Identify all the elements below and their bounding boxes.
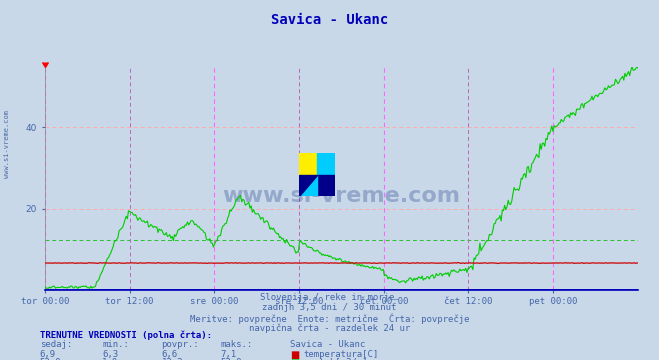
- Text: 6,3: 6,3: [102, 350, 118, 359]
- Text: pretok[m3/s]: pretok[m3/s]: [303, 358, 368, 360]
- Bar: [299, 153, 317, 175]
- Text: 1,0: 1,0: [102, 358, 118, 360]
- Text: zadnjh 3,5 dni / 30 minut: zadnjh 3,5 dni / 30 minut: [262, 303, 397, 312]
- Text: 7,1: 7,1: [221, 350, 237, 359]
- Text: ■: ■: [290, 358, 299, 360]
- Text: 53,0: 53,0: [221, 358, 243, 360]
- Text: temperatura[C]: temperatura[C]: [303, 350, 378, 359]
- Text: Meritve: povprečne  Enote: metrične  Črta: povprečje: Meritve: povprečne Enote: metrične Črta:…: [190, 314, 469, 324]
- Text: 12,3: 12,3: [161, 358, 183, 360]
- Text: povpr.:: povpr.:: [161, 340, 199, 349]
- Text: www.si-vreme.com: www.si-vreme.com: [222, 186, 461, 206]
- Text: Savica - Ukanc: Savica - Ukanc: [271, 13, 388, 27]
- Bar: [317, 175, 335, 197]
- Text: Slovenija / reke in morje.: Slovenija / reke in morje.: [260, 293, 399, 302]
- Text: Savica - Ukanc: Savica - Ukanc: [290, 340, 365, 349]
- Text: www.si-vreme.com: www.si-vreme.com: [3, 110, 10, 178]
- Text: TRENUTNE VREDNOSTI (polna črta):: TRENUTNE VREDNOSTI (polna črta):: [40, 330, 212, 340]
- Text: 6,6: 6,6: [161, 350, 177, 359]
- Polygon shape: [299, 175, 317, 197]
- Text: 6,9: 6,9: [40, 350, 55, 359]
- Text: ■: ■: [290, 350, 299, 360]
- Text: sedaj:: sedaj:: [40, 340, 72, 349]
- Text: 53,0: 53,0: [40, 358, 61, 360]
- Bar: [317, 153, 335, 175]
- Text: navpična črta - razdelek 24 ur: navpična črta - razdelek 24 ur: [249, 324, 410, 333]
- Text: maks.:: maks.:: [221, 340, 253, 349]
- Text: min.:: min.:: [102, 340, 129, 349]
- Polygon shape: [299, 175, 317, 197]
